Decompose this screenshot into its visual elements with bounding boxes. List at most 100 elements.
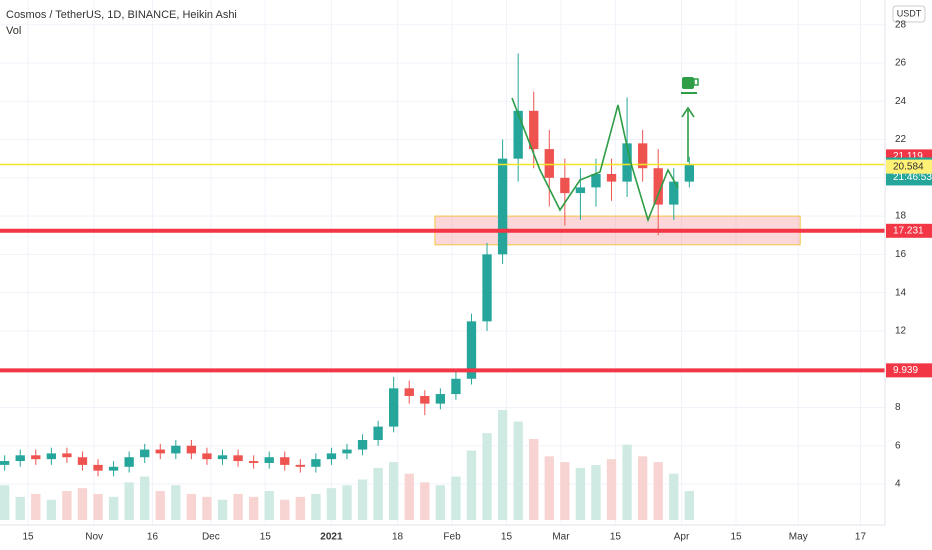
volume-bar bbox=[342, 485, 352, 520]
volume-bar bbox=[482, 433, 492, 520]
candle-body bbox=[264, 457, 274, 463]
volume-bar bbox=[622, 444, 632, 520]
candle-body bbox=[311, 459, 321, 467]
volume-bar bbox=[653, 462, 663, 520]
candle-body bbox=[62, 453, 72, 458]
volume-bar bbox=[451, 476, 461, 520]
price-badge bbox=[886, 223, 932, 238]
candle-body bbox=[435, 394, 446, 404]
volume-bar bbox=[669, 473, 679, 520]
volume-bar bbox=[171, 485, 181, 520]
x-tick-label: Dec bbox=[202, 532, 220, 543]
volume-bar bbox=[466, 450, 477, 520]
x-tick-label: 2021 bbox=[320, 532, 343, 543]
volume-bar bbox=[140, 476, 150, 520]
candle-body bbox=[233, 455, 243, 462]
candle-body bbox=[202, 453, 212, 460]
x-tick-label: 16 bbox=[147, 532, 159, 543]
candle-body bbox=[497, 158, 508, 255]
volume-bar bbox=[77, 488, 88, 520]
x-tick-label: Feb bbox=[443, 532, 461, 543]
x-tick-label: 15 bbox=[260, 532, 272, 543]
candle-body bbox=[108, 466, 119, 471]
volume-bar bbox=[108, 496, 119, 520]
volume-bar bbox=[0, 485, 10, 520]
volume-bar bbox=[311, 493, 321, 520]
candle-body bbox=[31, 455, 41, 460]
volume-bar bbox=[575, 467, 586, 520]
volume-bar bbox=[435, 485, 446, 520]
y-tick-label: 6 bbox=[895, 440, 901, 451]
candle-body bbox=[248, 461, 259, 463]
candle-body bbox=[326, 453, 337, 460]
candle-body bbox=[295, 464, 305, 467]
x-tick-label: 15 bbox=[610, 532, 622, 543]
grid bbox=[0, 0, 885, 525]
y-tick-label: 24 bbox=[895, 96, 907, 107]
x-tick-label: 15 bbox=[22, 532, 34, 543]
candle-body bbox=[357, 440, 368, 450]
candle-body bbox=[420, 395, 430, 404]
candle-body bbox=[46, 453, 57, 460]
volume-bar bbox=[280, 499, 290, 520]
candle-body bbox=[342, 449, 352, 454]
volume-bar bbox=[389, 462, 399, 520]
candle-body bbox=[124, 457, 134, 467]
x-tick-label: 17 bbox=[855, 532, 867, 543]
volume-bar bbox=[295, 496, 305, 520]
candle-body bbox=[389, 388, 399, 427]
candle-body bbox=[93, 464, 103, 471]
volume-bar bbox=[186, 493, 197, 520]
price-label: 20.584 bbox=[893, 161, 924, 172]
candle-body bbox=[591, 173, 601, 188]
cup-icon bbox=[681, 77, 699, 94]
currency: USDT bbox=[897, 8, 922, 18]
chart-title: Cosmos / TetherUS, 1D, BINANCE, Heikin A… bbox=[6, 9, 237, 21]
volume-bar bbox=[420, 482, 430, 520]
volume-bar bbox=[15, 496, 25, 520]
volume-bar bbox=[326, 488, 337, 520]
volume-bar bbox=[248, 496, 259, 520]
candle-body bbox=[622, 143, 632, 182]
candle-body bbox=[77, 457, 88, 465]
candle-body bbox=[513, 110, 523, 159]
candle-body bbox=[560, 177, 570, 194]
currency-badge bbox=[892, 5, 926, 23]
candle-body bbox=[529, 110, 539, 150]
candle-body bbox=[280, 457, 290, 465]
volume-bar bbox=[233, 493, 243, 520]
candle-body bbox=[669, 181, 679, 205]
volume-bar bbox=[62, 491, 72, 520]
x-tick-label: 18 bbox=[392, 532, 404, 543]
y-tick-label: 12 bbox=[895, 326, 907, 337]
x-tick-label: Apr bbox=[674, 532, 690, 543]
volume-bar bbox=[264, 491, 274, 520]
candle-body bbox=[140, 449, 150, 458]
volume-bar bbox=[357, 479, 368, 520]
candle-body bbox=[653, 168, 663, 205]
candle-body bbox=[373, 426, 383, 440]
volume-bar bbox=[93, 493, 103, 520]
pattern-line bbox=[511, 97, 679, 223]
volume-bar bbox=[560, 462, 570, 520]
volume-bar bbox=[637, 456, 648, 520]
price-badge bbox=[886, 159, 932, 174]
x-tick-label: 15 bbox=[730, 532, 742, 543]
candle-body bbox=[606, 173, 617, 182]
candle-body bbox=[575, 187, 586, 194]
candle-body bbox=[637, 143, 648, 169]
volume-bar bbox=[404, 473, 414, 520]
price-label: 17.231 bbox=[893, 225, 924, 236]
volume-bar bbox=[497, 410, 508, 520]
y-tick-label: 8 bbox=[895, 402, 901, 413]
countdown: 21:46:53 bbox=[893, 172, 932, 183]
candle-body bbox=[482, 254, 492, 322]
y-tick-label: 4 bbox=[895, 479, 901, 490]
y-tick-label: 22 bbox=[895, 134, 907, 145]
y-tick-label: 14 bbox=[895, 287, 907, 298]
y-tick-label: 16 bbox=[895, 249, 907, 260]
volume-bar bbox=[155, 491, 165, 520]
candle-body bbox=[155, 449, 165, 454]
candle-body bbox=[404, 388, 414, 396]
